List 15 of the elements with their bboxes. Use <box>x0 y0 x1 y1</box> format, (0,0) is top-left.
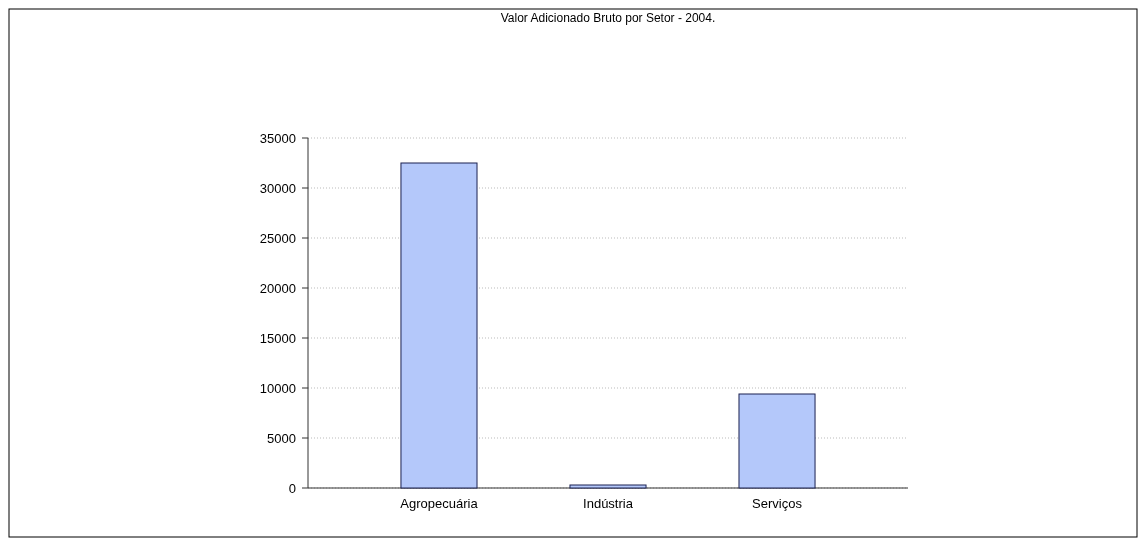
bar <box>569 484 647 489</box>
y-tick-label: 5000 <box>267 430 296 446</box>
y-tick-label: 35000 <box>259 130 296 146</box>
x-tick-label: Serviços <box>752 496 803 511</box>
bar <box>400 162 478 489</box>
x-tick-label: Agropecuária <box>400 496 479 511</box>
y-tick-label: 0 <box>288 480 296 496</box>
y-tick-label: 20000 <box>259 280 296 296</box>
y-tick-label: 25000 <box>259 230 296 246</box>
chart-title: Valor Adicionado Bruto por Setor - 2004. <box>500 11 716 25</box>
y-tick-label: 10000 <box>259 380 296 396</box>
y-tick-label: 30000 <box>259 180 296 196</box>
x-tick-label: Indústria <box>583 496 634 511</box>
bar <box>738 393 816 489</box>
y-tick-label: 15000 <box>259 330 296 346</box>
